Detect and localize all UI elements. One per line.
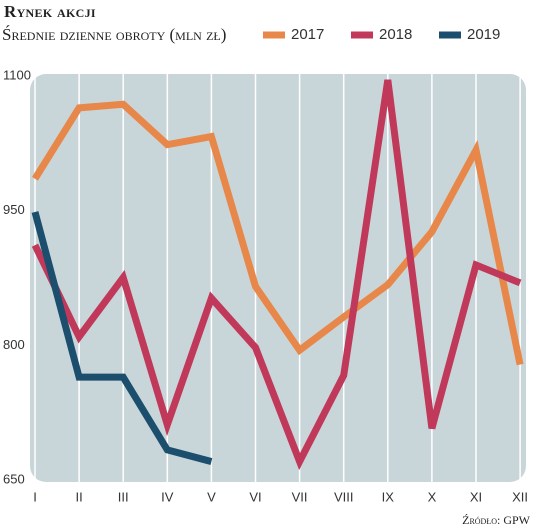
y-tick-label: 800 <box>3 337 25 352</box>
y-tick-label: 1100 <box>3 67 31 82</box>
x-tick-label: IV <box>161 489 174 504</box>
x-tick-label: XII <box>512 489 528 504</box>
x-tick-label: II <box>75 489 82 504</box>
x-tick-label: X <box>428 489 437 504</box>
x-tick-label: VI <box>249 489 261 504</box>
plot-area <box>30 74 526 482</box>
legend-label: 2018 <box>379 26 412 43</box>
x-tick-label: VII <box>292 489 308 504</box>
source: Źródło: GPW <box>462 513 531 527</box>
series-line <box>31 211 213 465</box>
series-line <box>32 100 524 366</box>
x-tick-label: III <box>118 489 129 504</box>
x-tick-label: IX <box>382 489 395 504</box>
x-tick-label: XI <box>470 489 482 504</box>
x-tick-label: VIII <box>334 489 354 504</box>
legend-label: 2017 <box>291 26 324 43</box>
y-tick-label: 650 <box>3 471 25 486</box>
x-tick-label: I <box>33 489 37 504</box>
legend-label: 2019 <box>467 26 500 43</box>
series-line <box>31 79 522 471</box>
chart-subtitle: Średnie dzienne obroty (mln zł) <box>2 25 227 44</box>
y-tick-label: 950 <box>3 202 25 217</box>
chart-title: Rynek akcji <box>4 2 96 21</box>
x-tick-label: V <box>207 489 216 504</box>
subtitle-box: Średnie dzienne obroty (mln zł) <box>2 25 227 44</box>
